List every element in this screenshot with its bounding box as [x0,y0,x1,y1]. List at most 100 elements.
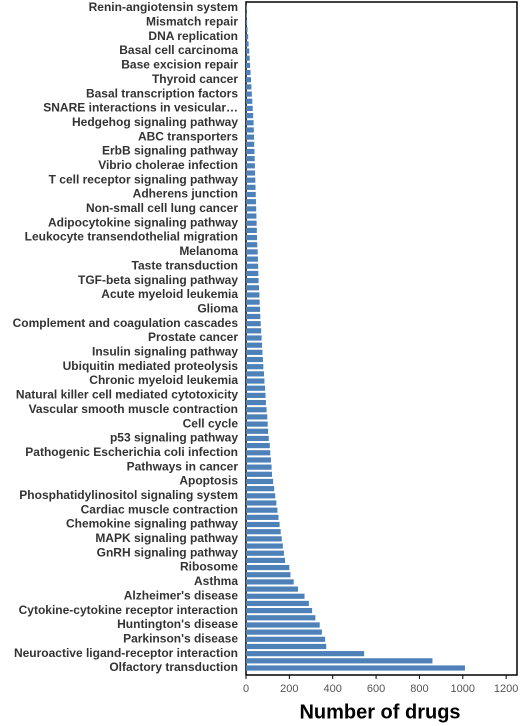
bar [246,371,264,377]
y-tick-label: Pathways in cancer [127,459,239,473]
bar [246,643,327,650]
bar [246,105,253,112]
bar [246,199,256,205]
bar [246,263,259,269]
bar [246,622,320,628]
y-tick-label: Melanoma [179,244,238,258]
bar [246,306,261,312]
y-tick-label: Neuroactive ligand-receptor interaction [14,646,238,660]
y-tick-label: Cardiac muscle contraction [81,502,238,516]
bar [246,629,322,635]
bar [246,69,251,76]
x-tick-label: 400 [324,683,342,695]
bar [246,292,260,298]
bar [246,141,255,147]
y-tick-label: Thyroid cancer [152,72,238,86]
y-tick-label: Adipocytokine signaling pathway [48,215,238,229]
y-tick-label: ABC transporters [138,129,238,143]
bar [246,213,257,219]
bar [246,529,281,535]
bar [246,450,271,456]
bar [246,156,255,162]
bar [246,134,255,140]
y-tick-label: Chronic myeloid leukemia [89,373,238,387]
y-tick-label: Hedgehog signaling pathway [72,115,238,129]
x-tick-label: 200 [280,683,298,695]
bar [246,421,268,427]
bar [246,34,249,40]
bar [246,184,256,190]
y-tick-label: DNA replication [148,29,238,43]
y-tick-label: Phosphatidylinositol signaling system [19,488,238,502]
bar [246,665,465,671]
bar [246,407,267,413]
x-tick-label: 600 [367,683,385,695]
bar [246,651,365,657]
bar [246,62,251,68]
y-tick-label: Acute myeloid leukemia [101,287,238,301]
x-tick-label: 1200 [494,683,518,695]
bar [246,550,284,556]
bar [246,464,272,470]
bar [246,543,283,549]
bar [246,242,258,248]
y-tick-label: Renin-angiotensin system [89,0,238,14]
bar [246,55,250,61]
bar [246,313,261,320]
bar [246,163,255,169]
bar [246,220,257,226]
bar [246,349,263,355]
bar [246,557,286,563]
bar [246,98,253,104]
bar [246,564,290,571]
y-tick-label: Olfactory transduction [109,660,238,674]
y-tick-label: Mismatch repair [146,15,238,29]
x-tick-label: 800 [410,683,428,695]
y-tick-label: ErbB signaling pathway [102,144,238,158]
bar [246,249,258,255]
bar [246,278,259,284]
y-tick-label: Insulin signaling pathway [92,345,238,359]
bar [246,493,276,499]
bar [246,256,258,262]
bar [246,321,261,327]
bar [246,399,266,406]
bar [246,478,274,485]
bar [246,615,316,621]
y-tick-label: Basal cell carcinoma [119,43,238,57]
y-tick-label: Leukocyte transendothelial migration [25,230,238,244]
bar [246,26,248,33]
x-tick-label: 0 [243,683,249,695]
y-tick-label: Non-small cell lung cancer [86,201,238,215]
bar [246,77,251,83]
bar [246,84,252,90]
bar [246,593,305,599]
bar [246,91,252,97]
y-tick-label: Complement and coagulation cascades [13,316,239,330]
y-tick-label: Vibrio cholerae infection [98,158,238,172]
y-tick-label: SNARE interactions in vesicular… [43,101,238,115]
y-tick-label: Pathogenic Escherichia coli infection [25,445,238,459]
y-tick-label: Taste transduction [132,258,238,272]
bar [246,536,282,542]
bar [246,12,247,18]
bar [246,600,309,607]
bar [246,514,279,520]
bar [246,227,257,233]
y-tick-label: Adherens junction [133,187,238,201]
y-tick-label: GnRH signaling pathway [97,545,239,559]
bar [246,299,260,305]
bar [246,328,262,334]
bar [246,148,255,155]
bar [246,120,254,126]
bar [246,206,257,212]
bar [246,127,254,133]
bar [246,608,313,614]
bar [246,170,256,176]
y-tick-label: Asthma [194,574,238,588]
bar [246,586,299,592]
bar [246,443,270,449]
y-tick-label: Chemokine signaling pathway [66,517,238,531]
y-tick-label: Vascular smooth muscle contraction [29,402,238,416]
y-tick-label: Alzheimer's disease [124,588,239,602]
